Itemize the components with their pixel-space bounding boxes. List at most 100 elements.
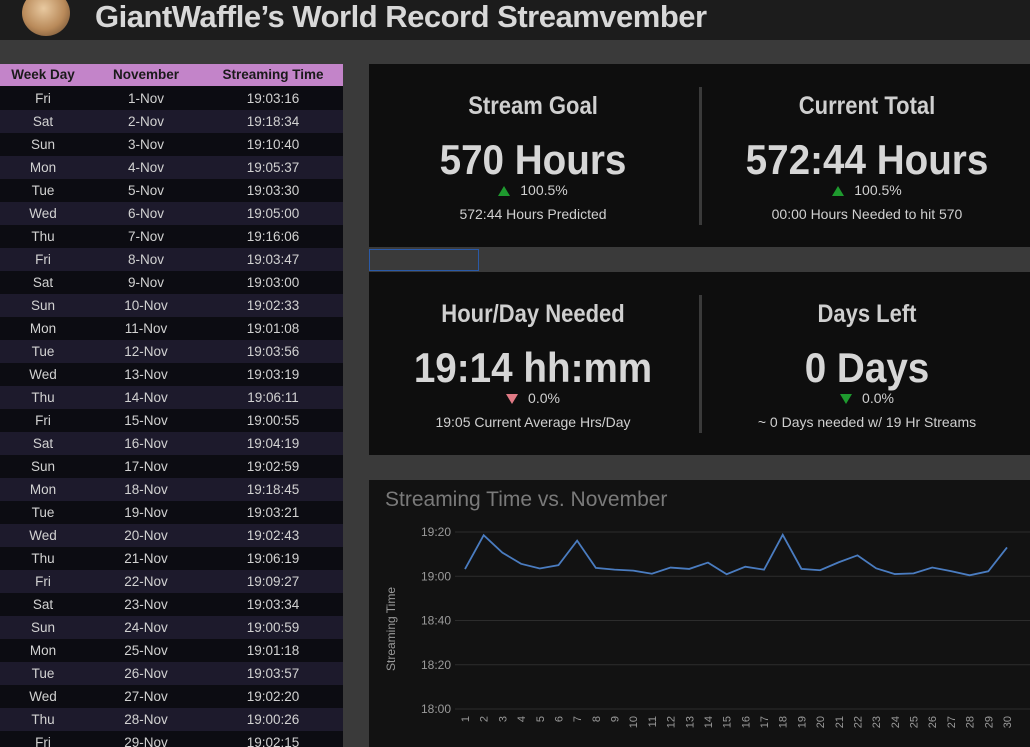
x-tick-label: 18 xyxy=(778,716,790,728)
card-title: Current Total xyxy=(798,92,936,120)
table-cell: 19:03:57 xyxy=(246,666,300,681)
table-cell: 19:03:00 xyxy=(246,275,300,290)
page-title: GiantWaffle’s World Record Streamvember xyxy=(95,0,707,34)
table-cell: 13-Nov xyxy=(124,367,168,382)
card-title: Hour/Day Needed xyxy=(441,300,625,328)
x-tick-label: 20 xyxy=(815,716,827,728)
change-text: 100.5% xyxy=(854,182,902,198)
table-cell: Sat xyxy=(32,114,54,129)
down-arrow xyxy=(840,394,853,405)
table-cell: 19:02:20 xyxy=(246,689,300,704)
table-cell: 20-Nov xyxy=(124,528,168,543)
table-cell: 19:06:11 xyxy=(247,390,299,405)
table-cell: Mon xyxy=(29,643,57,658)
table-cell: 19:03:16 xyxy=(246,91,300,106)
table-cell: Fri xyxy=(35,91,51,106)
table-row: Tue 19-Nov 19:03:21 xyxy=(0,501,343,524)
table-cell: 19:03:21 xyxy=(246,505,300,520)
table-cell: Wed xyxy=(29,206,57,221)
table-row: Sun 24-Nov 19:00:59 xyxy=(0,616,343,639)
table-cell: Wed xyxy=(29,689,57,704)
table-cell: 19:06:19 xyxy=(246,551,300,566)
table-row: Sat 2-Nov 19:18:34 xyxy=(0,110,343,133)
x-tick-label: 23 xyxy=(871,716,883,728)
table-cell: Fri xyxy=(35,413,51,428)
table-cell: 19:03:47 xyxy=(246,252,300,267)
table-row: Tue 26-Nov 19:03:57 xyxy=(0,662,343,685)
chart: Streaming Time vs. November Streaming Ti… xyxy=(369,480,1030,747)
table-cell: Thu xyxy=(31,229,55,244)
x-tick-label: 6 xyxy=(553,716,565,722)
table-cell: 4-Nov xyxy=(127,160,164,175)
table-cell: Wed xyxy=(29,367,57,382)
table-row: Wed 20-Nov 19:02:43 xyxy=(0,524,343,547)
data-line xyxy=(464,532,1008,577)
table-cell: Sun xyxy=(30,620,56,635)
table-cell: Sun xyxy=(30,137,56,152)
table-row: Fri 1-Nov 19:03:16 xyxy=(0,87,343,110)
x-tick-label: 14 xyxy=(703,716,715,728)
table-cell: Tue xyxy=(31,505,55,520)
x-tick-label: 17 xyxy=(759,716,771,728)
table-row: Fri 22-Nov 19:09:27 xyxy=(0,570,343,593)
y-tick-label: 19:00 xyxy=(421,569,451,583)
table-cell: 21-Nov xyxy=(124,551,168,566)
table-row: Thu 14-Nov 19:06:11 xyxy=(0,386,343,409)
x-tick-label: 7 xyxy=(572,716,584,722)
up-arrow xyxy=(832,186,845,197)
table-row: Sun 17-Nov 19:02:59 xyxy=(0,455,343,478)
table-cell: 19:02:59 xyxy=(246,459,300,474)
avatar xyxy=(22,0,70,36)
y-tick-label: 18:00 xyxy=(421,702,451,716)
table-cell: 2-Nov xyxy=(127,114,164,129)
table-cell: 19:09:27 xyxy=(246,574,300,589)
table-row: Sun 10-Nov 19:02:33 xyxy=(0,294,343,317)
table-row: Mon 4-Nov 19:05:37 xyxy=(0,156,343,179)
table-cell: Fri xyxy=(35,574,51,589)
table-cell: Sun xyxy=(30,459,56,474)
card-value: 570 Hours xyxy=(439,136,627,183)
chart-title: Streaming Time vs. November xyxy=(385,488,667,511)
table-cell: 19:01:18 xyxy=(246,643,300,658)
card-value: 0 Days xyxy=(804,344,930,391)
table-row: Mon 18-Nov 19:18:45 xyxy=(0,478,343,501)
column-header: November xyxy=(112,67,180,82)
table-cell: Thu xyxy=(31,551,55,566)
table-cell: 19:02:15 xyxy=(246,735,300,747)
table-cell: 19:10:40 xyxy=(246,137,300,152)
table-cell: Sat xyxy=(32,275,54,290)
chart-background xyxy=(369,480,1030,747)
card-title: Stream Goal xyxy=(468,92,598,120)
x-tick-label: 1 xyxy=(460,716,472,722)
table-cell: 19:03:30 xyxy=(246,183,300,198)
table-cell: 19:01:08 xyxy=(246,321,300,336)
card-change: 100.5% xyxy=(373,182,693,198)
table-cell: 23-Nov xyxy=(124,597,168,612)
x-tick-label: 19 xyxy=(796,716,808,728)
table-cell: 1-Nov xyxy=(127,91,164,106)
x-tick-label: 16 xyxy=(740,716,752,728)
y-tick-label: 18:40 xyxy=(421,614,451,628)
table-row: Sat 9-Nov 19:03:00 xyxy=(0,271,343,294)
table-cell: Fri xyxy=(35,735,51,747)
card-note: 00:00 Hours Needed to hit 570 xyxy=(771,206,963,222)
y-axis-label: Streaming Time xyxy=(384,587,398,671)
kpi-panel: Hour/Day Needed 19:14 hh:mm 0.0% 19:05 C… xyxy=(369,272,1030,455)
table-row: Fri 8-Nov 19:03:47 xyxy=(0,248,343,271)
y-tick-label: 19:20 xyxy=(421,525,451,539)
table-cell: 18-Nov xyxy=(124,482,168,497)
table-cell: 19:00:59 xyxy=(246,620,300,635)
table-cell: 19:18:45 xyxy=(246,482,300,497)
table-cell: 3-Nov xyxy=(127,137,164,152)
table-cell: 29-Nov xyxy=(124,735,168,747)
table-cell: 17-Nov xyxy=(124,459,168,474)
card-change: 0.0% xyxy=(373,390,693,406)
down-arrow xyxy=(506,394,519,405)
card-title: Days Left xyxy=(817,300,917,328)
x-tick-label: 26 xyxy=(927,716,939,728)
table-cell: 19:05:37 xyxy=(246,160,300,175)
table-row: Mon 11-Nov 19:01:08 xyxy=(0,317,343,340)
x-tick-label: 3 xyxy=(497,716,509,722)
kpi-panel: Stream Goal 570 Hours 100.5% 572:44 Hour… xyxy=(369,64,1030,247)
